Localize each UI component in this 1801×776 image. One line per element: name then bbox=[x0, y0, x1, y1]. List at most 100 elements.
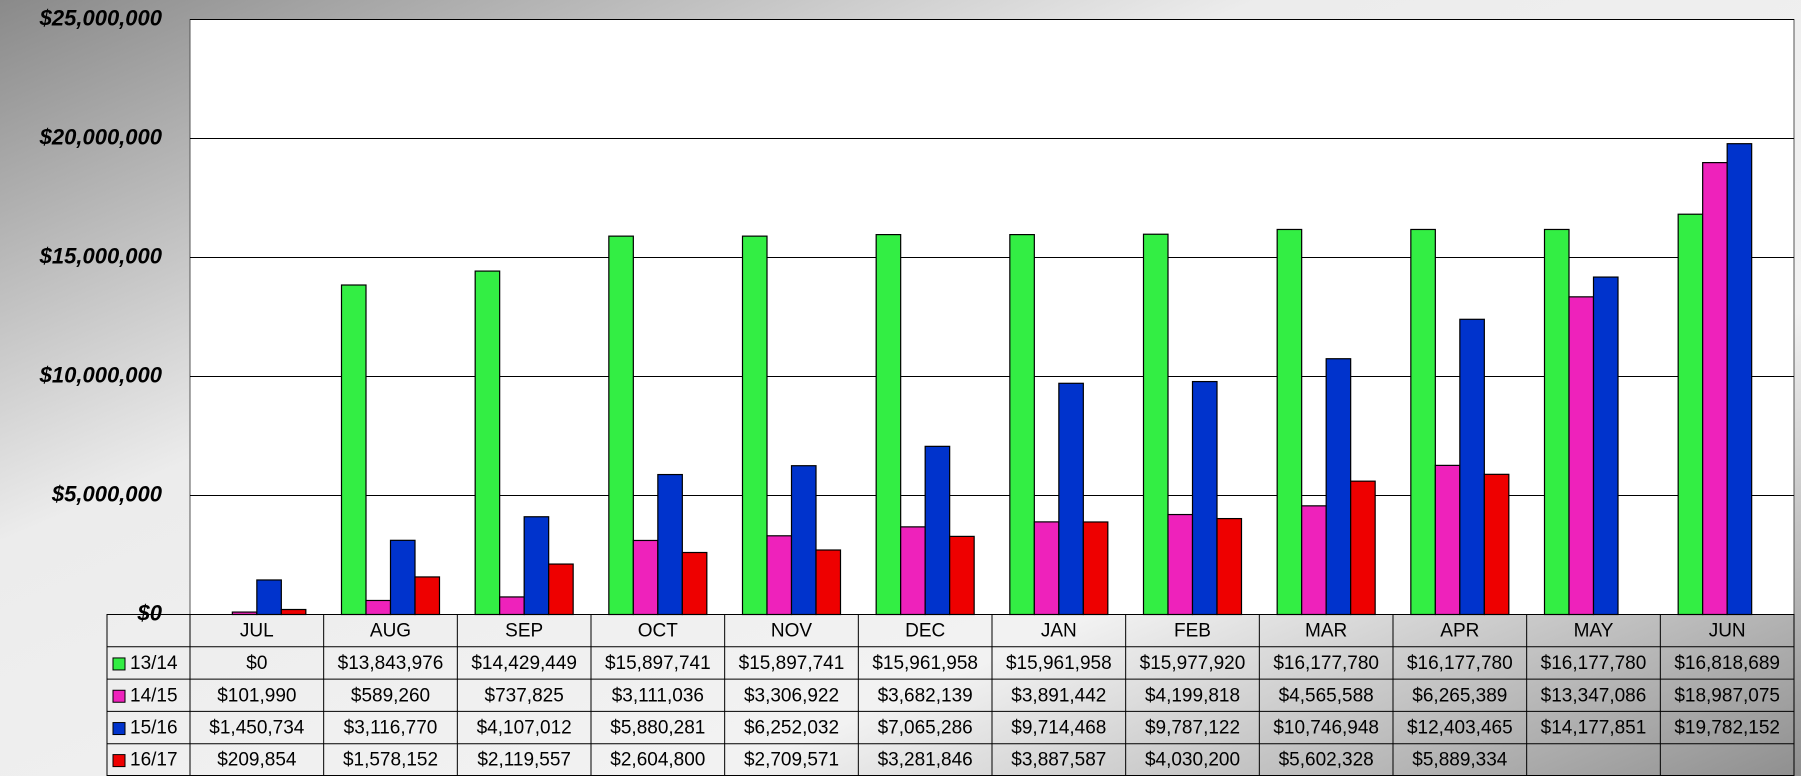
bar bbox=[1033, 521, 1060, 616]
x-tick-label: DEC bbox=[905, 621, 945, 642]
table-value: $12,403,465 bbox=[1407, 718, 1513, 739]
bar bbox=[924, 445, 951, 616]
table-value: $15,977,920 bbox=[1140, 653, 1246, 674]
table-value: $4,199,818 bbox=[1145, 685, 1240, 706]
bar bbox=[1191, 380, 1218, 616]
bar bbox=[1410, 228, 1436, 616]
table-value: $3,111,036 bbox=[612, 685, 704, 706]
bar bbox=[340, 284, 367, 616]
table-value: $16,818,689 bbox=[1674, 653, 1780, 674]
x-tick-label: NOV bbox=[771, 621, 813, 642]
plot-area bbox=[189, 19, 1795, 615]
legend-label: 14/15 bbox=[130, 685, 178, 706]
legend-label: 15/16 bbox=[130, 718, 178, 739]
bar bbox=[474, 270, 501, 616]
bar bbox=[949, 535, 975, 616]
table-value: $1,578,152 bbox=[343, 750, 438, 771]
bar bbox=[1350, 480, 1376, 616]
bar bbox=[523, 516, 550, 616]
table-value: $4,030,200 bbox=[1145, 750, 1240, 771]
table-value: $3,306,922 bbox=[744, 685, 839, 706]
y-tick-label: $20,000,000 bbox=[39, 124, 163, 149]
x-tick-label: SEP bbox=[505, 621, 543, 642]
table-value: $19,782,152 bbox=[1674, 718, 1780, 739]
bar bbox=[1568, 296, 1595, 616]
table-value: $209,854 bbox=[217, 750, 297, 771]
x-tick-label: OCT bbox=[638, 621, 679, 642]
bar bbox=[256, 579, 282, 616]
table-value: $4,107,012 bbox=[477, 718, 572, 739]
table-value: $101,990 bbox=[217, 685, 296, 706]
bar bbox=[1167, 513, 1194, 616]
bar bbox=[1459, 318, 1485, 616]
x-tick-label: MAY bbox=[1574, 621, 1614, 642]
bar bbox=[1009, 234, 1035, 616]
x-tick-label: APR bbox=[1440, 621, 1479, 642]
table-value: $6,265,389 bbox=[1412, 685, 1507, 706]
bar bbox=[414, 576, 441, 616]
table-value: $10,746,948 bbox=[1273, 718, 1379, 739]
legend-swatch bbox=[112, 722, 126, 736]
bar bbox=[1058, 382, 1084, 616]
y-tick-label: $15,000,000 bbox=[39, 243, 163, 268]
bar bbox=[1082, 521, 1109, 616]
table-value: $4,565,588 bbox=[1279, 685, 1374, 706]
y-tick-label: $10,000,000 bbox=[39, 362, 163, 387]
bar bbox=[1434, 464, 1461, 616]
bar bbox=[1677, 213, 1704, 616]
bar bbox=[632, 539, 659, 616]
table-value: $5,880,281 bbox=[610, 718, 705, 739]
table-value: $15,897,741 bbox=[605, 653, 711, 674]
bar bbox=[1142, 233, 1169, 616]
table-value: $14,429,449 bbox=[471, 653, 577, 674]
x-tick-label: JUL bbox=[240, 621, 274, 642]
legend-label: 16/17 bbox=[130, 750, 178, 771]
table-value: $15,961,958 bbox=[872, 653, 978, 674]
bar bbox=[766, 535, 793, 616]
x-tick-label: MAR bbox=[1305, 621, 1347, 642]
bar bbox=[1726, 143, 1753, 616]
table-value: $5,889,334 bbox=[1412, 750, 1508, 771]
x-tick-label: AUG bbox=[370, 621, 411, 642]
bar bbox=[790, 465, 817, 616]
table-value: $15,897,741 bbox=[739, 653, 845, 674]
bar bbox=[1325, 358, 1352, 616]
table-value: $3,281,846 bbox=[878, 750, 973, 771]
table-value: $2,119,557 bbox=[477, 750, 571, 771]
table-value: $9,714,468 bbox=[1011, 718, 1106, 739]
table-value: $2,604,800 bbox=[610, 750, 705, 771]
bar bbox=[900, 526, 926, 616]
table-value: $1,450,734 bbox=[209, 718, 305, 739]
y-tick-label: $25,000,000 bbox=[39, 5, 163, 30]
table-value: $5,602,328 bbox=[1279, 750, 1374, 771]
table-value: $0 bbox=[246, 653, 267, 674]
legend-swatch bbox=[112, 754, 126, 768]
table-value: $3,116,770 bbox=[344, 718, 438, 739]
table-value: $589,260 bbox=[351, 685, 430, 706]
table-value: $16,177,780 bbox=[1273, 653, 1379, 674]
bar bbox=[1483, 473, 1510, 616]
table-value: $2,709,571 bbox=[744, 750, 839, 771]
table-value: $13,843,976 bbox=[338, 653, 444, 674]
bar bbox=[1543, 228, 1570, 616]
table-value: $13,347,086 bbox=[1541, 685, 1647, 706]
table-value: $3,682,139 bbox=[878, 685, 973, 706]
table-value: $7,065,286 bbox=[878, 718, 973, 739]
x-tick-label: FEB bbox=[1174, 621, 1211, 642]
table-value: $3,887,587 bbox=[1011, 750, 1106, 771]
table-value: $16,177,780 bbox=[1541, 653, 1647, 674]
bar bbox=[815, 549, 842, 616]
bar bbox=[389, 539, 416, 616]
bar bbox=[1276, 228, 1303, 616]
table-value: $9,787,122 bbox=[1145, 718, 1240, 739]
bar bbox=[741, 235, 768, 616]
bar bbox=[365, 599, 392, 616]
bar bbox=[1702, 162, 1728, 616]
bar bbox=[681, 551, 708, 616]
table-value: $18,987,075 bbox=[1674, 685, 1780, 706]
y-tick-label: $0 bbox=[137, 600, 163, 625]
bar bbox=[1216, 517, 1243, 616]
bar bbox=[280, 608, 307, 616]
